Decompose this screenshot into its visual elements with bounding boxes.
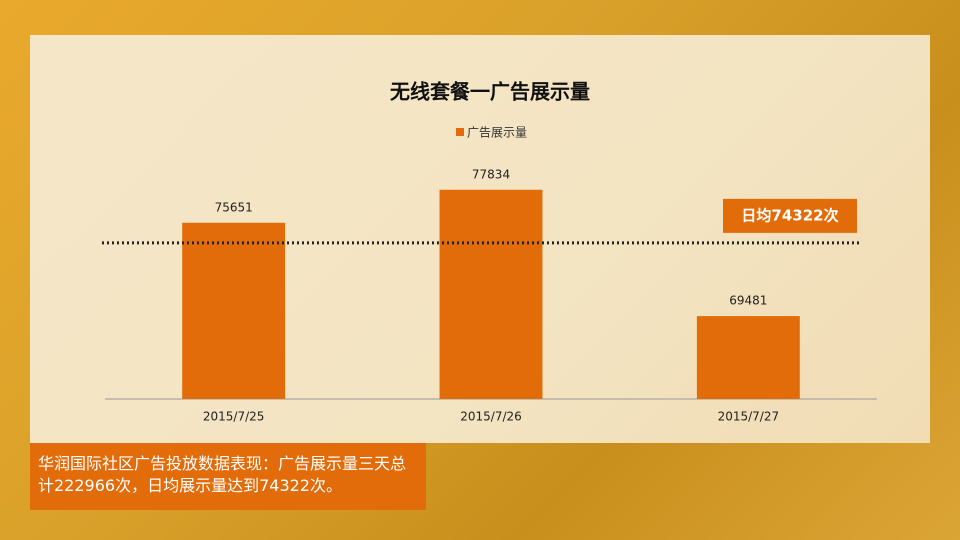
bar (182, 222, 286, 399)
legend-label: 广告展示量 (467, 126, 527, 140)
average-label: 日均74322次 (741, 206, 838, 224)
x-tick-label: 2015/7/25 (203, 410, 265, 424)
bar (439, 189, 543, 399)
x-tick-label: 2015/7/27 (718, 410, 780, 424)
value-label: 69481 (729, 294, 767, 308)
legend-swatch (456, 128, 464, 136)
average-badge (723, 198, 857, 233)
chart-title: 无线套餐一广告展示量 (390, 80, 590, 104)
summary-note: 华润国际社区广告投放数据表现：广告展示量三天总计222966次，日均展示量达到7… (30, 443, 426, 510)
value-label: 77834 (472, 167, 510, 181)
x-tick-label: 2015/7/26 (460, 410, 522, 424)
value-label: 75651 (215, 200, 253, 214)
bar (696, 316, 800, 399)
